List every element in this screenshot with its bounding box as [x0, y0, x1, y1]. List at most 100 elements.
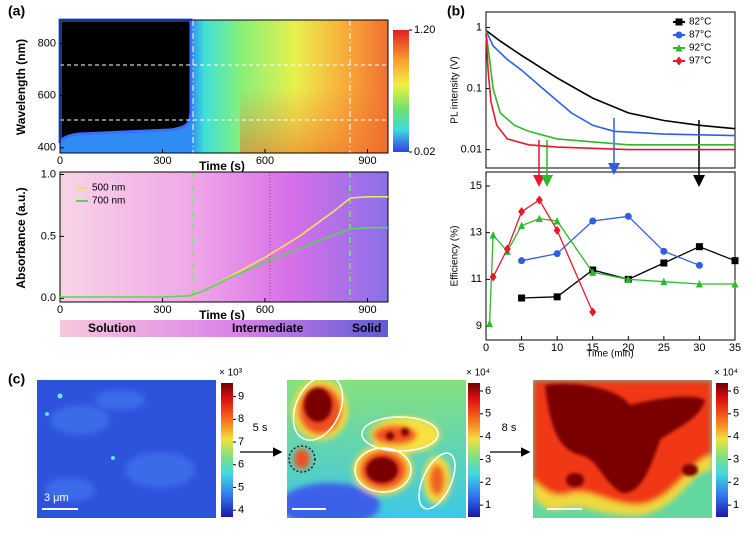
panel-label: (a)	[8, 3, 25, 19]
colorbar-multiplier: × 10³	[219, 368, 243, 379]
series-line	[485, 31, 735, 146]
series-line	[485, 29, 736, 130]
series-line	[521, 215, 700, 266]
y-axis-label: Efficiency (%)	[450, 226, 461, 287]
legend-label: 87°C	[689, 30, 711, 41]
colorbar-tick-label: 5	[238, 481, 244, 493]
y-tick-label: 0.1	[467, 83, 482, 95]
series-line	[485, 30, 736, 137]
colorbar-tick-label: 5	[733, 408, 739, 420]
panel-label: (c)	[8, 371, 25, 387]
x-tick-label: 15	[587, 342, 599, 354]
plot-frame	[485, 171, 736, 341]
colorbar-tick-label: 3	[733, 453, 739, 465]
y-tick-label: 1.0	[41, 168, 56, 180]
x-tick-label: 5	[519, 342, 525, 354]
phase-bar	[60, 320, 388, 337]
marker	[695, 261, 703, 269]
series-line	[60, 226, 388, 298]
x-tick-label: 0	[57, 155, 63, 167]
x-tick-label: 0	[57, 304, 63, 316]
marker	[589, 217, 597, 225]
marker	[731, 257, 739, 265]
marker	[660, 247, 668, 255]
colorbar-tick-label: 8	[238, 413, 244, 425]
colorbar-tick-label: 6	[733, 385, 739, 397]
colorbar-tick-label: 5	[485, 408, 491, 420]
marker	[660, 259, 668, 267]
image	[37, 380, 216, 518]
legend-label: 97°C	[689, 56, 711, 67]
marker	[518, 257, 526, 265]
colorbar-tick-label: 2	[733, 476, 739, 488]
x-tick-label: 300	[153, 304, 171, 316]
colorbar-multiplier: × 10⁴	[466, 368, 490, 379]
x-tick-label: 900	[358, 155, 376, 167]
scale-bar-label: 3 μm	[44, 492, 69, 504]
y-tick-label: 800	[38, 37, 56, 49]
marker	[675, 18, 683, 26]
series-line	[485, 33, 735, 151]
marker	[731, 280, 739, 288]
x-tick-label: 35	[729, 342, 741, 354]
colorbar	[393, 30, 409, 152]
panel-label: (b)	[447, 3, 465, 19]
marker	[675, 44, 683, 52]
x-axis-label: Time (s)	[199, 159, 245, 173]
x-tick-label: 300	[153, 155, 171, 167]
marker	[553, 225, 561, 235]
colorbar-tick-label: 7	[238, 436, 244, 448]
y-axis-label: Wavelength (nm)	[14, 39, 28, 135]
colorbar-tick-label: 9	[238, 391, 244, 403]
marker	[589, 307, 597, 317]
marker	[660, 277, 668, 286]
phase-label: Solid	[352, 321, 381, 335]
image	[533, 380, 712, 518]
marker	[675, 31, 683, 39]
marker	[518, 221, 526, 230]
y-tick-label: 0.5	[41, 230, 56, 242]
y-axis-label: PL intensity (V)	[450, 56, 461, 123]
marker	[535, 214, 543, 223]
legend-label: 82°C	[689, 17, 711, 28]
arrow-label: 5 s	[253, 422, 268, 434]
colorbar-tick-label: 6	[238, 459, 244, 471]
x-tick-label: 900	[358, 304, 376, 316]
y-axis-label: Absorbance (a.u.)	[14, 187, 28, 288]
x-tick-label: 30	[693, 342, 705, 354]
y-tick-label: 400	[38, 142, 56, 154]
y-tick-label: 15	[470, 180, 482, 192]
series-line	[492, 199, 594, 313]
phase-label: Solution	[88, 321, 136, 335]
x-tick-label: 20	[622, 342, 634, 354]
colorbar-multiplier: × 10⁴	[714, 368, 738, 379]
marker	[489, 272, 497, 282]
y-tick-label: 0.0	[41, 292, 56, 304]
marker	[553, 217, 561, 225]
heatmap	[58, 18, 409, 154]
colorbar-tick-label: 1.20	[414, 24, 435, 36]
marker	[695, 280, 703, 288]
colorbar-tick-label: 1	[733, 499, 739, 511]
y-tick-label: 1	[476, 21, 482, 33]
plot-frame	[59, 171, 389, 303]
colorbar-tick-label: 4	[238, 504, 244, 516]
phase-label: Intermediate	[232, 321, 304, 335]
colorbar-tick-label: 1	[485, 499, 491, 511]
series-line	[488, 218, 735, 324]
y-tick-label: 11	[471, 273, 482, 285]
x-tick-label: 0	[483, 342, 489, 354]
legend-label: 92°C	[689, 43, 711, 54]
marker	[675, 56, 683, 66]
marker	[535, 195, 543, 205]
marker	[589, 268, 597, 276]
arrow-label: 8 s	[502, 422, 517, 434]
x-axis-label: Time (s)	[199, 308, 245, 322]
x-tick-label: 600	[256, 155, 274, 167]
colorbar	[716, 383, 728, 517]
marker	[553, 293, 561, 301]
marker	[518, 294, 526, 302]
colorbar-tick-label: 2	[485, 476, 491, 488]
colorbar-tick-label: 3	[485, 453, 491, 465]
